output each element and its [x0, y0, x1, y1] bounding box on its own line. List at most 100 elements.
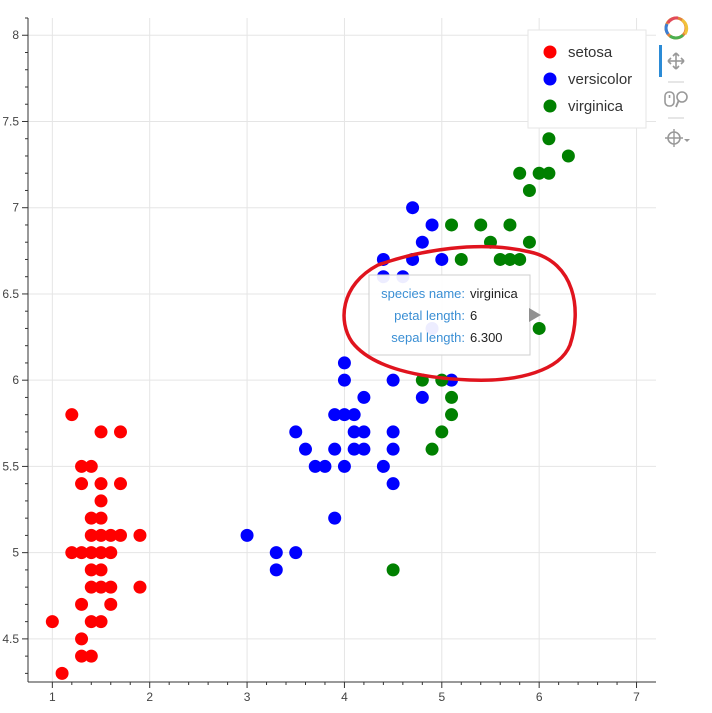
data-point-versicolor[interactable]: [425, 218, 439, 232]
y-tick-label: 6.5: [2, 287, 19, 301]
data-point-versicolor[interactable]: [406, 201, 420, 215]
data-point-versicolor[interactable]: [289, 425, 303, 439]
data-point-versicolor[interactable]: [347, 425, 361, 439]
tooltip-value: virginica: [470, 286, 518, 301]
data-point-virginica[interactable]: [522, 235, 536, 249]
data-point-versicolor[interactable]: [337, 373, 351, 387]
data-point-virginica[interactable]: [503, 252, 517, 266]
data-point-versicolor[interactable]: [328, 511, 342, 525]
hover-crosshair-icon[interactable]: [665, 129, 690, 147]
data-point-setosa[interactable]: [104, 528, 118, 542]
data-point-versicolor[interactable]: [328, 442, 342, 456]
data-point-versicolor[interactable]: [269, 563, 283, 577]
data-point-virginica[interactable]: [561, 149, 575, 163]
data-point-setosa[interactable]: [104, 597, 118, 611]
legend-marker-setosa: [543, 45, 557, 59]
data-point-virginica[interactable]: [435, 425, 449, 439]
data-point-versicolor[interactable]: [240, 528, 254, 542]
data-point-versicolor[interactable]: [415, 235, 429, 249]
data-point-setosa[interactable]: [45, 615, 59, 629]
data-point-versicolor[interactable]: [308, 459, 322, 473]
data-point-setosa[interactable]: [133, 580, 147, 594]
data-point-setosa[interactable]: [75, 632, 89, 646]
data-point-virginica[interactable]: [532, 321, 546, 335]
y-tick-label: 7: [12, 201, 19, 215]
data-point-virginica[interactable]: [425, 442, 439, 456]
data-point-versicolor[interactable]: [337, 459, 351, 473]
data-point-versicolor[interactable]: [386, 442, 400, 456]
data-point-setosa[interactable]: [84, 546, 98, 560]
data-point-setosa[interactable]: [65, 408, 79, 422]
data-point-setosa[interactable]: [94, 615, 108, 629]
data-point-setosa[interactable]: [104, 580, 118, 594]
data-point-setosa[interactable]: [84, 459, 98, 473]
data-point-versicolor[interactable]: [357, 390, 371, 404]
data-point-versicolor[interactable]: [347, 442, 361, 456]
data-point-setosa[interactable]: [84, 615, 98, 629]
data-point-setosa[interactable]: [75, 459, 89, 473]
data-point-setosa[interactable]: [84, 580, 98, 594]
data-point-versicolor[interactable]: [318, 459, 332, 473]
data-point-versicolor[interactable]: [337, 356, 351, 370]
data-point-setosa[interactable]: [55, 666, 69, 680]
data-point-versicolor[interactable]: [357, 425, 371, 439]
data-point-virginica[interactable]: [445, 390, 459, 404]
data-point-versicolor[interactable]: [298, 442, 312, 456]
x-tick-label: 4: [341, 690, 348, 704]
data-point-setosa[interactable]: [84, 649, 98, 663]
data-point-versicolor[interactable]: [376, 459, 390, 473]
data-point-setosa[interactable]: [84, 528, 98, 542]
data-point-virginica[interactable]: [493, 252, 507, 266]
data-point-setosa[interactable]: [94, 511, 108, 525]
data-point-setosa[interactable]: [94, 425, 108, 439]
data-point-setosa[interactable]: [84, 511, 98, 525]
plot-area[interactable]: [28, 18, 656, 682]
data-point-virginica[interactable]: [445, 408, 459, 422]
data-point-setosa[interactable]: [94, 477, 108, 491]
data-point-setosa[interactable]: [94, 546, 108, 560]
data-point-versicolor[interactable]: [386, 373, 400, 387]
data-point-setosa[interactable]: [94, 528, 108, 542]
data-point-setosa[interactable]: [84, 563, 98, 577]
data-point-virginica[interactable]: [542, 166, 556, 180]
data-point-setosa[interactable]: [113, 477, 127, 491]
data-point-setosa[interactable]: [94, 494, 108, 508]
wheel-zoom-icon[interactable]: [664, 91, 688, 108]
pan-move-icon[interactable]: [667, 52, 685, 70]
data-point-virginica[interactable]: [522, 183, 536, 197]
data-point-setosa[interactable]: [113, 528, 127, 542]
data-point-versicolor[interactable]: [269, 546, 283, 560]
bokeh-logo-icon[interactable]: [664, 16, 689, 40]
data-point-versicolor[interactable]: [289, 546, 303, 560]
legend-label-setosa: setosa: [568, 44, 613, 61]
data-point-virginica[interactable]: [386, 563, 400, 577]
data-point-virginica[interactable]: [454, 252, 468, 266]
data-point-versicolor[interactable]: [328, 408, 342, 422]
data-point-versicolor[interactable]: [415, 390, 429, 404]
data-point-versicolor[interactable]: [435, 252, 449, 266]
data-point-setosa[interactable]: [94, 580, 108, 594]
data-point-virginica[interactable]: [445, 218, 459, 232]
data-point-virginica[interactable]: [513, 252, 527, 266]
data-point-setosa[interactable]: [65, 546, 79, 560]
data-point-setosa[interactable]: [75, 649, 89, 663]
data-point-setosa[interactable]: [94, 563, 108, 577]
data-point-setosa[interactable]: [75, 477, 89, 491]
data-point-versicolor[interactable]: [337, 408, 351, 422]
data-point-versicolor[interactable]: [386, 477, 400, 491]
data-point-virginica[interactable]: [542, 132, 556, 146]
data-point-versicolor[interactable]: [357, 442, 371, 456]
data-point-setosa[interactable]: [133, 528, 147, 542]
data-point-setosa[interactable]: [75, 597, 89, 611]
data-point-setosa[interactable]: [104, 546, 118, 560]
data-point-virginica[interactable]: [474, 218, 488, 232]
data-point-virginica[interactable]: [513, 166, 527, 180]
data-point-setosa[interactable]: [113, 425, 127, 439]
data-point-virginica[interactable]: [503, 218, 517, 232]
data-point-setosa[interactable]: [75, 546, 89, 560]
data-point-versicolor[interactable]: [347, 408, 361, 422]
toolbar: [659, 16, 690, 147]
data-point-virginica[interactable]: [532, 166, 546, 180]
data-point-versicolor[interactable]: [386, 425, 400, 439]
